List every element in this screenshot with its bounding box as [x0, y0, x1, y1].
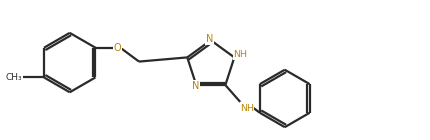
Text: O: O: [113, 43, 121, 53]
Text: N: N: [206, 34, 213, 44]
Text: CH₃: CH₃: [5, 73, 22, 82]
Text: N: N: [191, 81, 199, 91]
Text: NH: NH: [239, 104, 253, 113]
Text: NH: NH: [233, 50, 247, 59]
